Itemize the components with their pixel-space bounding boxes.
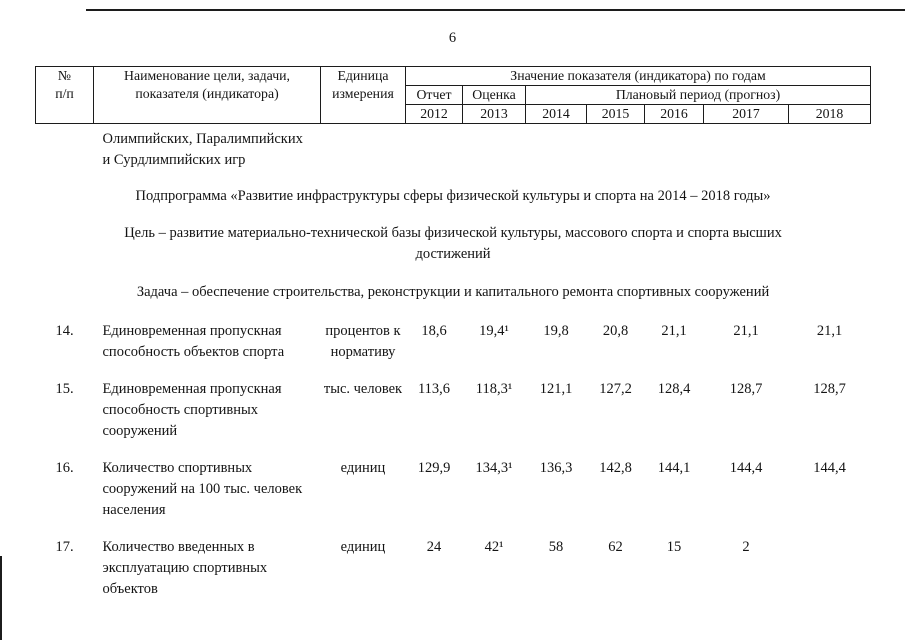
empty-cell: [36, 123, 94, 171]
value-2013: 134,3¹: [475, 459, 513, 476]
row-number: 15.: [55, 380, 74, 397]
value-2018: 144,4: [813, 459, 846, 476]
indicator-row-14: 14. Единовременная пропускная способност…: [36, 305, 871, 363]
value-2013: 118,3¹: [475, 380, 513, 397]
scan-artifact-left-line: [0, 556, 2, 640]
page-number: 6: [448, 30, 457, 46]
row-number: 16.: [55, 459, 74, 476]
subprogram-title: Подпрограмма «Развитие инфраструктуры сф…: [135, 187, 771, 204]
header-year-2014: 2014: [525, 103, 587, 124]
header-year-2017: 2017: [703, 103, 789, 124]
indicator-name: Количество введенных в эксплуатацию спор…: [102, 538, 268, 598]
value-2018: 21,1: [816, 322, 843, 339]
value-2017: 2: [742, 538, 750, 555]
value-2015: 142,8: [599, 459, 632, 476]
row-number: 14.: [55, 322, 74, 339]
value-2014: 136,3: [539, 459, 573, 476]
value-2015: 62: [608, 538, 623, 555]
value-2016: 144,1: [657, 459, 691, 476]
header-report: Отчет: [405, 84, 463, 105]
row-number: 17.: [55, 538, 74, 555]
value-2014: 121,1: [539, 380, 573, 397]
header-year-2013: 2013: [462, 103, 526, 124]
value-2018: 128,7: [813, 380, 846, 397]
header-row-1: № п/п Наименование цели, задачи, показат…: [35, 66, 872, 124]
header-row-years: 2012 2013 2014 2015 2016 2017 2018: [36, 103, 872, 124]
header-values-group: Значение показателя (индикатора) по года…: [404, 66, 872, 86]
indicator-name: Единовременная пропускная способность сп…: [102, 380, 282, 439]
header-year-2012: 2012: [405, 103, 463, 124]
header-year-2015: 2015: [586, 103, 645, 124]
continuation-text: Олимпийских, Паралимпийских и Сурдлимпий…: [102, 130, 303, 168]
value-2012: 18,6: [421, 322, 447, 339]
value-2017: 128,7: [729, 380, 763, 397]
continuation-row: Олимпийских, Паралимпийских и Сурдлимпий…: [36, 123, 871, 171]
header-col-name: Наименование цели, задачи, показателя (и…: [93, 66, 321, 124]
subprogram-row: Подпрограмма «Развитие инфраструктуры сф…: [36, 171, 871, 209]
indicators-table: № п/п Наименование цели, задачи, показат…: [35, 66, 872, 600]
indicator-unit: тыс. человек: [323, 380, 403, 397]
value-2012: 129,9: [417, 459, 451, 476]
indicator-name: Количество спортивных сооружений на 100 …: [102, 459, 303, 518]
indicator-unit: единиц: [340, 459, 386, 476]
empty-cell: [321, 123, 871, 171]
value-2012: 24: [426, 538, 442, 555]
indicator-row-17: 17. Количество введенных в эксплуатацию …: [36, 521, 871, 600]
indicator-row-16: 16. Количество спортивных сооружений на …: [36, 442, 871, 521]
indicator-row-15: 15. Единовременная пропускная способност…: [36, 363, 871, 442]
task-text: Задача – обеспечение строительства, реко…: [136, 283, 770, 300]
value-2013: 42¹: [484, 538, 504, 555]
value-2017: 21,1: [733, 322, 759, 339]
task-row: Задача – обеспечение строительства, реко…: [36, 267, 871, 305]
goal-row: Цель – развитие материально-технической …: [36, 209, 871, 267]
header-col-num: № п/п: [35, 66, 94, 124]
value-2014: 58: [548, 538, 564, 555]
header-year-2016: 2016: [644, 103, 704, 124]
header-col-unit: Единица измерения: [320, 66, 406, 124]
indicator-name: Единовременная пропускная способность об…: [102, 322, 285, 360]
indicator-unit: единиц: [340, 538, 386, 555]
value-2013: 19,4¹: [479, 322, 509, 339]
value-2016: 128,4: [657, 380, 691, 397]
value-2016: 21,1: [661, 322, 687, 339]
table-body: Олимпийских, Паралимпийских и Сурдлимпий…: [36, 123, 871, 600]
header-estimate: Оценка: [462, 84, 526, 105]
value-2015: 127,2: [599, 380, 632, 397]
header-plan-period: Плановый период (прогноз): [524, 84, 872, 105]
value-2015: 20,8: [602, 322, 629, 339]
scan-artifact-top-line: [86, 9, 905, 11]
table-header: № п/п Наименование цели, задачи, показат…: [35, 66, 872, 124]
value-2018: [789, 521, 871, 600]
goal-text: Цель – развитие материально-технической …: [124, 224, 782, 262]
value-2017: 144,4: [729, 459, 763, 476]
value-2016: 15: [666, 538, 682, 555]
value-2014: 19,8: [543, 322, 569, 339]
value-2012: 113,6: [417, 380, 451, 397]
indicator-unit: процентов к нормативу: [325, 322, 401, 360]
header-year-2018: 2018: [787, 103, 872, 124]
